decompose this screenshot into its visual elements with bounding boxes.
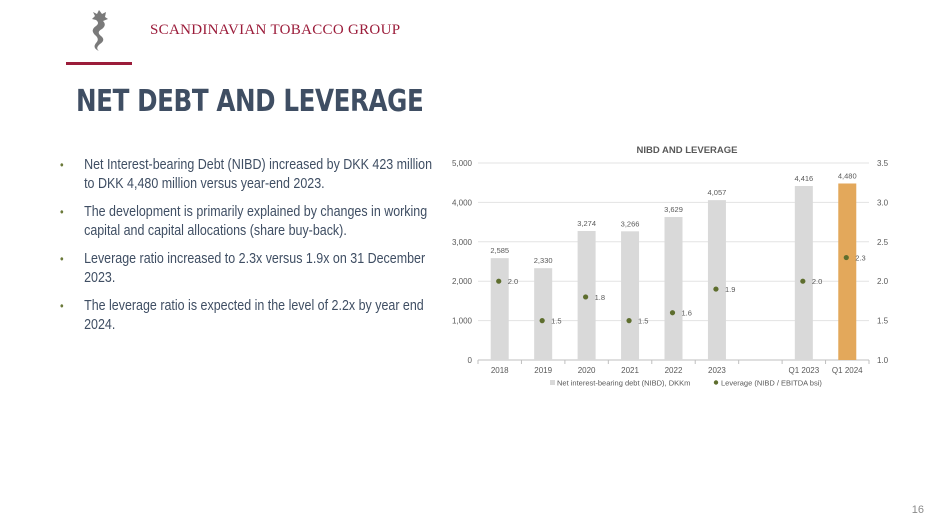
leverage-point <box>539 318 545 324</box>
page-title: NET DEBT AND LEVERAGE <box>76 84 424 119</box>
seahorse-logo-icon <box>92 10 108 51</box>
page-number: 16 <box>911 504 924 516</box>
legend-marker-nibd <box>550 380 555 385</box>
nibd-bar <box>664 217 683 360</box>
x-tick-label: 2022 <box>665 366 683 375</box>
y-tick-right: 3.5 <box>877 159 889 168</box>
leverage-data-label: 1.9 <box>725 285 735 294</box>
y-tick-right: 2.5 <box>877 238 889 247</box>
y-tick-left: 2,000 <box>452 277 473 286</box>
nibd-bar <box>490 258 509 360</box>
bullet-icon: • <box>60 158 64 172</box>
nibd-data-label: 4,057 <box>708 188 727 197</box>
leverage-data-label: 1.6 <box>682 309 692 318</box>
chart-title: NIBD AND LEVERAGE <box>637 145 738 156</box>
x-tick-label: 2018 <box>491 366 509 375</box>
bullet-icon: • <box>60 205 64 219</box>
bullet-item: • Leverage ratio increased to 2.3x versus… <box>60 251 426 286</box>
y-tick-right: 2.0 <box>877 277 889 286</box>
nibd-bar <box>794 186 813 360</box>
leverage-point <box>669 310 676 316</box>
bullet-item: • The development is primarily explained … <box>60 204 428 239</box>
y-tick-left: 5,000 <box>452 159 473 168</box>
nibd-bar <box>838 183 857 360</box>
nibd-data-label: 4,416 <box>794 174 813 183</box>
bullet-item: • Net Interest-bearing Debt (NIBD) increa… <box>60 157 433 192</box>
leverage-data-label: 2.0 <box>508 277 518 286</box>
brand-name: SCANDINAVIAN TOBACCO GROUP <box>150 22 401 38</box>
x-tick-label: Q1 2023 <box>788 366 819 375</box>
header-divider <box>66 62 132 65</box>
bullet-list: • Net Interest-bearing Debt (NIBD) increa… <box>60 156 480 344</box>
nibd-data-label: 2,585 <box>490 246 509 255</box>
legend-marker-leverage <box>713 380 719 385</box>
leverage-data-label: 1.8 <box>595 293 605 302</box>
nibd-bar <box>534 268 553 360</box>
leverage-point <box>583 294 589 300</box>
x-tick-label: Q1 2024 <box>832 366 863 375</box>
nibd-data-label: 3,266 <box>621 219 640 228</box>
x-tick-label: 2020 <box>578 366 596 375</box>
leverage-data-label: 1.5 <box>551 317 561 326</box>
y-tick-left: 1,000 <box>452 317 473 326</box>
leverage-point <box>800 278 806 284</box>
x-tick-label: 2021 <box>621 366 639 375</box>
bullet-item: • The leverage ratio is expected in the l… <box>60 298 424 333</box>
bullet-icon: • <box>60 299 64 313</box>
y-tick-left: 3,000 <box>452 238 473 247</box>
nibd-data-label: 2,330 <box>534 256 553 265</box>
legend-label-leverage: Leverage (NIBD / EBITDA bsi) <box>721 379 822 388</box>
nibd-data-label: 3,274 <box>577 219 596 228</box>
nibd-bar <box>707 200 726 360</box>
nibd-bar <box>621 231 640 360</box>
y-tick-right: 3.0 <box>877 198 889 207</box>
leverage-data-label: 2.0 <box>812 277 822 286</box>
y-tick-right: 1.5 <box>877 317 889 326</box>
leverage-point <box>713 286 719 292</box>
leverage-point <box>496 278 502 284</box>
y-tick-right: 1.0 <box>877 356 889 365</box>
legend-label-nibd: Net interest-bearing debt (NIBD), DKKm <box>557 379 690 388</box>
bullet-icon: • <box>60 252 64 266</box>
x-tick-label: 2023 <box>708 366 726 375</box>
leverage-point <box>843 254 849 261</box>
nibd-data-label: 4,480 <box>838 171 857 180</box>
leverage-data-label: 2.3 <box>855 254 865 263</box>
leverage-data-label: 1.5 <box>638 317 648 326</box>
nibd-data-label: 3,629 <box>664 205 683 214</box>
leverage-point <box>626 318 632 324</box>
y-tick-left: 0 <box>468 356 473 365</box>
y-tick-left: 4,000 <box>452 198 473 207</box>
x-tick-label: 2019 <box>534 366 552 375</box>
